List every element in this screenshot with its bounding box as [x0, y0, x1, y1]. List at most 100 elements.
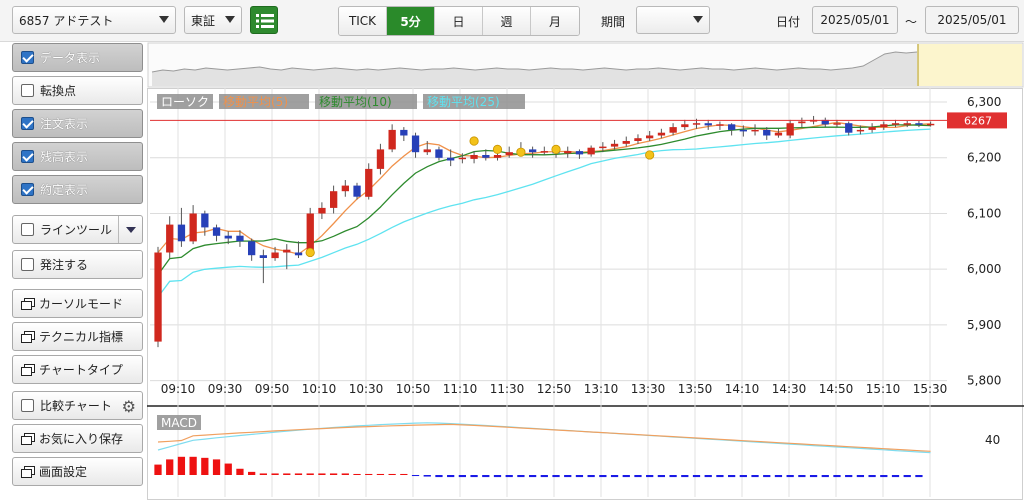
- candle-body: [587, 147, 595, 155]
- line-tool-dropdown-button[interactable]: [118, 216, 142, 243]
- macd-histogram-bar: [669, 475, 677, 478]
- time-tick-label: 14:30: [772, 382, 807, 396]
- macd-histogram-bar: [774, 475, 783, 478]
- overview-line: [151, 51, 918, 73]
- candle-body: [236, 235, 244, 242]
- toggle-balance-display[interactable]: 残高表示: [12, 142, 143, 171]
- date-to-field[interactable]: 2025/05/01: [925, 6, 1019, 34]
- toggle-label: 発注する: [40, 258, 89, 272]
- period-select[interactable]: [636, 6, 710, 34]
- toggle-comparison-chart[interactable]: 比較チャート ⚙: [12, 391, 143, 420]
- macd-histogram-bar: [809, 475, 818, 478]
- signal-line: [157, 423, 931, 452]
- macd-histogram-bar: [411, 475, 420, 477]
- macd-histogram-bar: [528, 475, 537, 478]
- macd-histogram-bar: [400, 473, 408, 475]
- checkbox-icon: [21, 183, 34, 196]
- macd-histogram-bar: [880, 475, 888, 478]
- symbol-select[interactable]: 6857 アドテスト: [12, 6, 176, 34]
- price-tick-label: 6,300: [967, 95, 1001, 109]
- price-tick-label: 6,000: [967, 262, 1001, 276]
- chart-type-button[interactable]: チャートタイプ: [12, 355, 143, 384]
- candle-body: [798, 121, 806, 124]
- macd-histogram-bar: [341, 473, 349, 475]
- chevron-down-icon: [225, 16, 235, 23]
- candle-body: [248, 241, 256, 256]
- toggle-place-order[interactable]: 発注する: [12, 250, 143, 279]
- toggle-label: データ表示: [40, 51, 101, 65]
- market-select[interactable]: 東証: [184, 6, 242, 34]
- macd-histogram-bar: [283, 473, 291, 475]
- price-tick-label: 5,900: [967, 318, 1001, 332]
- toggle-execution-display[interactable]: 約定表示: [12, 175, 143, 204]
- macd-histogram-bar: [470, 475, 478, 478]
- candle-body: [646, 135, 654, 139]
- candle-body: [306, 213, 314, 253]
- chevron-down-icon: [159, 16, 169, 23]
- candle-body: [845, 123, 853, 133]
- popup-window-icon: [21, 433, 35, 445]
- gear-icon[interactable]: ⚙: [121, 397, 136, 416]
- tab-tick[interactable]: TICK: [339, 7, 387, 35]
- candle-body: [201, 213, 209, 228]
- toggle-turning-points[interactable]: 転換点: [12, 76, 143, 105]
- candle-body: [856, 129, 865, 132]
- list-menu-button[interactable]: [250, 6, 278, 34]
- candle-body: [716, 124, 724, 126]
- checkbox-icon: [21, 258, 34, 271]
- macd-histogram-bar: [423, 475, 431, 477]
- macd-histogram-bar: [505, 475, 513, 478]
- overview-strip[interactable]: [147, 42, 1024, 88]
- toggle-order-display[interactable]: 注文表示: [12, 109, 143, 138]
- legend-label: 移動平均(5): [223, 95, 288, 109]
- time-tick-label: 15:10: [866, 382, 901, 396]
- time-tick-label: 14:50: [819, 382, 854, 396]
- current-price-label: 6267: [964, 114, 992, 127]
- tab-5min[interactable]: 5分: [387, 7, 435, 35]
- execution-markers: [305, 136, 655, 258]
- button-label: チャートタイプ: [39, 363, 123, 377]
- market-select-value: 東証: [191, 13, 216, 28]
- candle-body: [786, 123, 794, 136]
- toggle-label: 転換点: [40, 84, 77, 98]
- cursor-mode-button[interactable]: カーソルモード: [12, 289, 143, 318]
- toggle-line-tool[interactable]: ラインツール: [12, 215, 143, 244]
- toggle-label: ラインツール: [40, 223, 113, 237]
- chart-legend: ローソク 移動平均(5) 移動平均(10) 移動平均(25): [157, 94, 525, 109]
- macd-histogram-bar: [236, 468, 244, 475]
- screen-settings-button[interactable]: 画面設定: [12, 457, 143, 486]
- macd-histogram-bar: [517, 475, 525, 478]
- candle-body: [294, 252, 303, 256]
- time-tick-label: 12:50: [537, 382, 572, 396]
- macd-histogram-bar: [224, 463, 232, 475]
- price-tick-label: 5,800: [967, 374, 1001, 388]
- tab-day[interactable]: 日: [435, 7, 483, 35]
- candle-body: [599, 146, 607, 149]
- macd-histogram-bar: [493, 475, 502, 478]
- macd-histogram-bar: [915, 475, 923, 478]
- candle-body: [271, 252, 279, 259]
- toggle-data-display[interactable]: データ表示: [12, 43, 143, 72]
- macd-histogram-bar: [610, 475, 619, 478]
- candle-body: [681, 124, 689, 128]
- date-from-field[interactable]: 2025/05/01: [812, 6, 898, 34]
- button-label: お気に入り保存: [39, 432, 124, 446]
- current-price-line: 6267: [150, 112, 1007, 129]
- technical-indicators-button[interactable]: テクニカル指標: [12, 322, 143, 351]
- candle-body: [657, 132, 666, 136]
- candle-body: [341, 185, 349, 192]
- candle-body: [891, 123, 900, 125]
- candle-body: [283, 249, 291, 253]
- save-favorite-button[interactable]: お気に入り保存: [12, 424, 143, 453]
- checkbox-icon: [21, 399, 34, 412]
- tab-month[interactable]: 月: [531, 7, 579, 35]
- macd-histogram-bar: [329, 473, 338, 475]
- time-tick-label: 13:10: [584, 382, 619, 396]
- macd-histogram-bar: [388, 473, 396, 475]
- tab-week[interactable]: 週: [483, 7, 531, 35]
- popup-window-icon: [21, 466, 35, 478]
- macd-histogram-bar: [177, 456, 186, 475]
- candle-body: [763, 129, 771, 136]
- price-chart[interactable]: 6,300 6,200 6,100 6,000 5,900 5,800 09:10 09:3…: [147, 42, 1024, 501]
- macd-histogram-bar: [189, 456, 197, 475]
